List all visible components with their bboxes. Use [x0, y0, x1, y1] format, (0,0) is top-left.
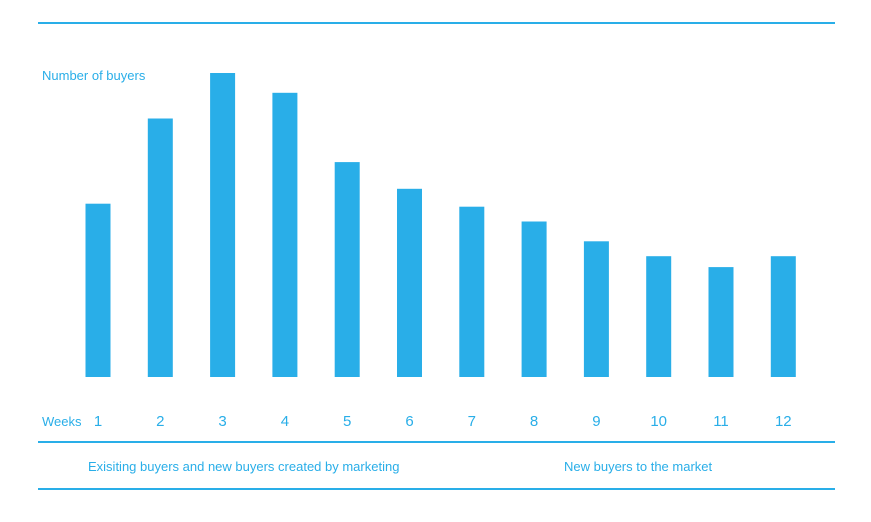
x-tick-label: 10	[650, 413, 667, 430]
x-tick-label: 12	[775, 413, 792, 430]
bar-week-2	[147, 118, 173, 377]
x-tick-label: 2	[156, 413, 164, 430]
bar-week-11	[708, 267, 734, 377]
x-tick-label: 3	[218, 413, 226, 430]
footer-left-label: Exisiting buyers and new buyers created …	[88, 459, 400, 474]
middle-rule	[38, 441, 835, 443]
x-tick-label: 1	[94, 413, 102, 430]
bar-week-9	[583, 241, 609, 377]
x-tick-label: 7	[468, 413, 476, 430]
bar-week-3	[210, 73, 236, 377]
bars	[85, 73, 796, 378]
x-tick-label: 5	[343, 413, 351, 430]
bar-week-1	[85, 203, 111, 377]
x-tick-label: 11	[713, 413, 729, 430]
bottom-rule	[38, 488, 835, 490]
bar-week-12	[770, 256, 796, 377]
x-tick-label: 8	[530, 413, 538, 430]
bar-week-6	[397, 188, 422, 377]
x-tick-label: 9	[592, 413, 600, 430]
bar-week-5	[334, 162, 360, 377]
bar-chart: Number of buyers 1 2 3 4 5 6 7 8 9 10 11 12 Weeks	[42, 68, 796, 430]
bar-week-8	[521, 221, 547, 377]
bar-week-7	[459, 206, 485, 377]
y-axis-label: Number of buyers	[42, 68, 146, 83]
bar-week-4	[272, 92, 298, 378]
x-axis-label: Weeks	[42, 414, 82, 429]
x-tick-labels: 1 2 3 4 5 6 7 8 9 10 11 12	[94, 413, 792, 430]
bar-week-10	[646, 256, 672, 377]
x-tick-label: 6	[405, 413, 413, 430]
footer-right-label: New buyers to the market	[564, 459, 713, 474]
x-tick-label: 4	[281, 413, 289, 430]
top-rule	[38, 22, 835, 24]
